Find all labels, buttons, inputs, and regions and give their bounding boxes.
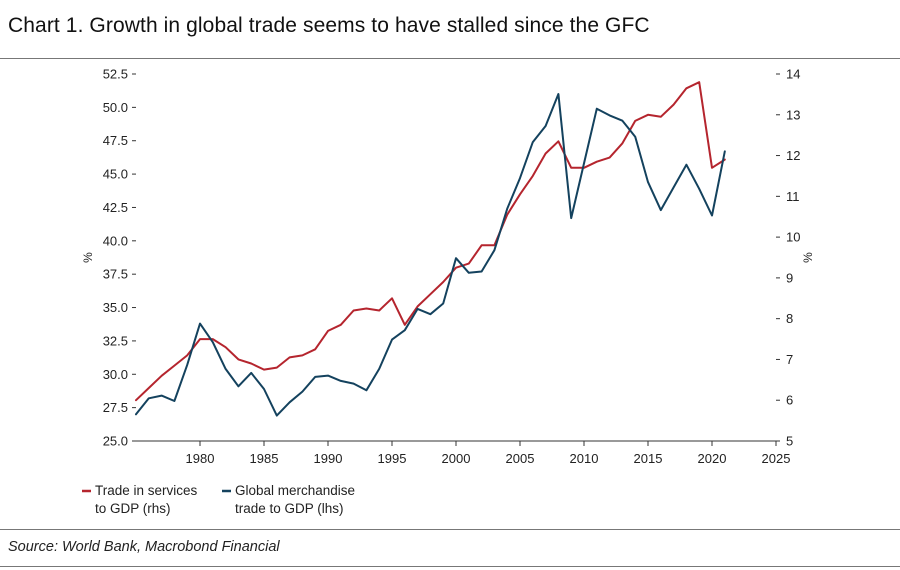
y-left-tick-label: 32.5 [103, 333, 128, 348]
x-tick-label: 1995 [378, 451, 407, 466]
y-left-tick-label: 40.0 [103, 233, 128, 248]
y-left-tick-label: 45.0 [103, 167, 128, 182]
y-right-tick-label: 10 [786, 230, 800, 245]
x-tick-label: 2015 [634, 451, 663, 466]
y-left-tick-label: 25.0 [103, 434, 128, 449]
x-tick-label: 2005 [506, 451, 535, 466]
y-left-tick-label: 35.0 [103, 300, 128, 315]
y-left-tick-label: 42.5 [103, 200, 128, 215]
series-line-services [135, 81, 726, 402]
y-right-tick-label: 12 [786, 148, 800, 163]
x-tick-label: 1990 [314, 451, 343, 466]
footer-divider-bottom [0, 566, 900, 567]
y-left-tick-label: 47.5 [103, 133, 128, 148]
y-right-tick-label: 7 [786, 352, 793, 367]
y-right-tick-label: 13 [786, 107, 800, 122]
y-left-tick-label: 52.5 [103, 67, 128, 82]
legend-label: Global merchandise [235, 483, 355, 498]
y-right-tick-label: 14 [786, 67, 800, 82]
legend-label: trade to GDP (lhs) [235, 501, 344, 516]
y-left-tick-label: 30.0 [103, 367, 128, 382]
x-tick-label: 1980 [186, 451, 215, 466]
y-right-tick-label: 6 [786, 393, 793, 408]
y-right-tick-label: 8 [786, 311, 793, 326]
chart-title: Chart 1. Growth in global trade seems to… [8, 14, 650, 37]
y-right-tick-label: 11 [786, 189, 800, 204]
series-line-merchandise [135, 93, 726, 417]
x-tick-label: 2020 [698, 451, 727, 466]
y-left-tick-label: 27.5 [103, 400, 128, 415]
y-left-tick-label: 50.0 [103, 100, 128, 115]
x-tick-label: 2000 [442, 451, 471, 466]
title-divider [0, 58, 900, 59]
x-tick-label: 2010 [570, 451, 599, 466]
legend-label: to GDP (rhs) [95, 501, 171, 516]
y-left-axis-label: % [81, 252, 95, 263]
x-tick-label: 2025 [762, 451, 791, 466]
y-right-axis-label: % [801, 252, 815, 263]
y-right-tick-label: 9 [786, 270, 793, 285]
y-right-tick-label: 5 [786, 434, 793, 449]
legend-label: Trade in services [95, 483, 198, 498]
x-tick-label: 1985 [250, 451, 279, 466]
y-left-tick-label: 37.5 [103, 267, 128, 282]
source-note: Source: World Bank, Macrobond Financial [8, 539, 280, 555]
line-chart: 1980 1985 1990 1995 2000 2005 2010 2015 2020 2025… [81, 67, 815, 517]
footer-divider-top [0, 529, 900, 530]
